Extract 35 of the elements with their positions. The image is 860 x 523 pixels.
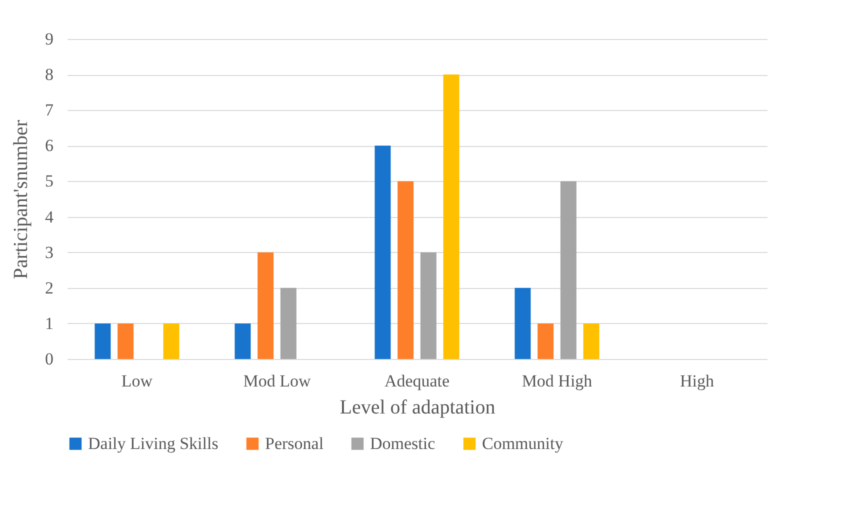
legend-label: Domestic bbox=[370, 434, 436, 453]
bar bbox=[538, 323, 554, 359]
bar bbox=[374, 146, 391, 359]
bar bbox=[280, 288, 296, 359]
y-tick-label: 6 bbox=[45, 136, 54, 156]
bar bbox=[118, 323, 134, 359]
bar bbox=[420, 252, 436, 359]
legend-label: Daily Living Skills bbox=[88, 434, 218, 453]
y-tick-label: 9 bbox=[45, 30, 54, 48]
legend-label: Personal bbox=[265, 434, 324, 453]
bar bbox=[398, 181, 414, 359]
y-tick-label: 7 bbox=[45, 100, 54, 120]
y-tick-label: 4 bbox=[45, 207, 54, 226]
y-tick-label: 1 bbox=[45, 314, 54, 333]
y-tick-label: 8 bbox=[45, 65, 54, 84]
x-tick-label: Adequate bbox=[384, 372, 450, 390]
bar bbox=[443, 74, 460, 359]
x-axis-title: Level of adaptation bbox=[340, 396, 496, 418]
y-tick-label: 5 bbox=[45, 172, 54, 191]
x-tick-label: Mod High bbox=[522, 372, 593, 390]
bar bbox=[234, 323, 251, 359]
bar bbox=[560, 181, 576, 359]
x-tick-label: Mod Low bbox=[243, 372, 312, 390]
y-axis-title: Participant'snumber bbox=[10, 120, 32, 280]
x-tick-label: High bbox=[680, 372, 714, 390]
bar bbox=[94, 323, 111, 359]
y-tick-label: 2 bbox=[45, 278, 54, 298]
bar bbox=[258, 252, 274, 359]
bar bbox=[514, 288, 531, 359]
legend-label: Community bbox=[482, 434, 564, 453]
bar bbox=[583, 323, 600, 359]
y-tick-label: 3 bbox=[45, 242, 54, 262]
bar bbox=[163, 323, 180, 359]
x-tick-label: Low bbox=[121, 372, 154, 390]
y-tick-label: 0 bbox=[45, 350, 54, 368]
